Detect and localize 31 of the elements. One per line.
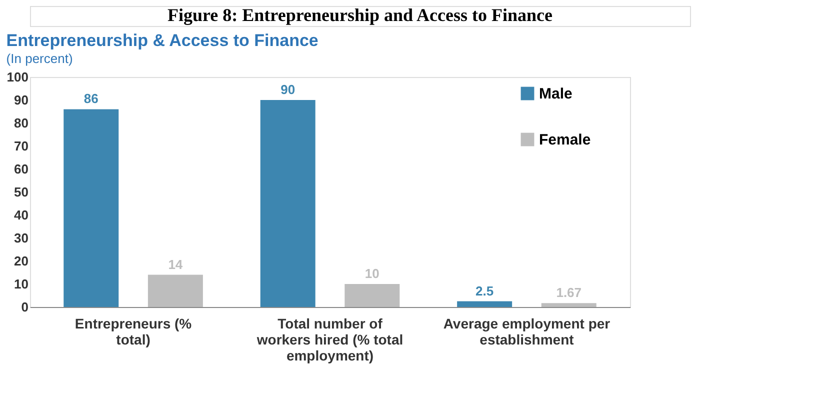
legend-label: Male [539,86,572,102]
data-label: 86 [84,91,98,106]
bar [457,301,512,307]
y-tick-label: 50 [14,184,28,200]
y-tick-label: 90 [14,92,28,108]
caption: Figure 8: Entrepreneurship and Access to Finance [167,5,553,25]
y-tick-label: 60 [14,162,28,176]
x-tick-label: Average employment per establishment [443,316,611,348]
bar [260,100,316,307]
data-label: 14 [168,256,184,272]
y-tick-label: 30 [14,230,28,246]
bar [541,303,596,307]
legend-label: Female [539,132,591,148]
x-tick-label: Entrepreneurs (% total) [74,316,192,348]
data-label: 1.67 [556,285,582,300]
bar [344,284,400,307]
y-tick-label: 100 [6,70,28,84]
data-label: 10 [364,266,380,281]
x-tick-label: Total number of workers hired (% total employment) [256,316,404,364]
chart-subtitle: (In percent) [6,51,73,66]
bar [64,109,119,307]
data-label: 90 [280,82,296,97]
y-tick-label: 10 [14,276,28,292]
chart-title: Entrepreneurship & Access to Finance [6,31,318,50]
y-tick-label: 80 [14,116,28,130]
y-tick-label: 20 [14,254,28,268]
y-tick-label: 40 [14,208,28,222]
data-label: 2.5 [476,283,494,298]
y-tick-label: 0 [21,300,28,314]
y-tick-label: 70 [14,138,28,154]
bar [148,274,203,307]
